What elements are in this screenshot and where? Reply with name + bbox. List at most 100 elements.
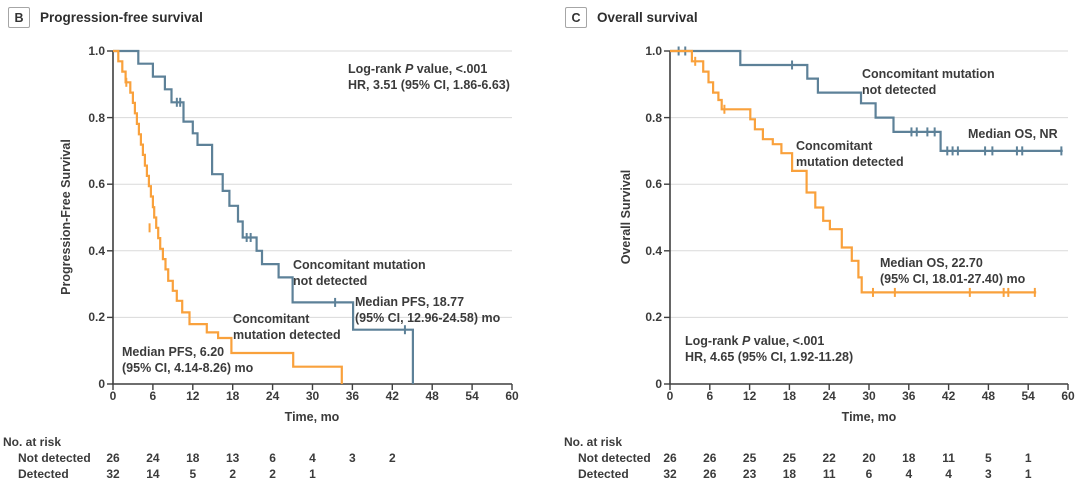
y-tick-label: 1.0 <box>645 44 662 58</box>
panel-letter-badge: C <box>565 7 587 28</box>
risk-count: 26 <box>703 451 717 465</box>
x-tick-label: 0 <box>109 389 117 403</box>
x-axis-label: Time, mo <box>841 410 897 424</box>
risk-count: 1 <box>309 467 316 481</box>
risk-count: 18 <box>186 451 200 465</box>
risk-count: 1 <box>1024 467 1032 481</box>
label-not-detected: Concomitant mutation not detected <box>293 258 426 288</box>
panel-progression-free-survival: B Progression-free survival 0 6 12 18 24 30 36… <box>3 7 519 481</box>
risk-count: 5 <box>985 451 992 465</box>
x-tick-label: 30 <box>305 389 320 403</box>
x-tick-label: 48 <box>425 389 439 403</box>
label-detected: Concomitant mutation detected <box>796 139 904 169</box>
survival-plot-svg <box>664 46 1069 390</box>
risk-count: 22 <box>822 451 836 465</box>
risk-count: 6 <box>269 451 276 465</box>
plot-area: 0 6 12 18 24 30 36 42 48 54 60 1.0 0.8 0.6 0.4 0.2 0 Conc… <box>540 0 1080 493</box>
y-tick-label: 0.6 <box>645 177 662 192</box>
x-tick-label: 6 <box>149 389 157 403</box>
x-tick-label: 24 <box>265 389 280 403</box>
risk-count: 26 <box>703 467 717 481</box>
risk-count: 11 <box>822 467 836 481</box>
risk-row-label-not-detected: Not detected <box>18 451 91 465</box>
x-tick-label: 6 <box>706 389 714 403</box>
stats-annotation: Log-rank P value, <.001 HR, 4.65 (95% CI,… <box>685 334 854 364</box>
risk-count: 1 <box>1024 451 1032 465</box>
x-tick-label: 42 <box>941 389 956 403</box>
x-tick-label: 54 <box>465 389 479 403</box>
risk-count: 18 <box>902 451 916 465</box>
survival-plot-svg <box>107 49 513 390</box>
label-detected: Concomitant mutation detected <box>233 312 341 342</box>
survival-curve-not-detected <box>113 49 414 384</box>
x-tick-label: 18 <box>226 389 240 403</box>
panel-title: Overall survival <box>597 10 698 25</box>
risk-count: 4 <box>905 467 913 481</box>
x-tick-label: 36 <box>902 389 916 403</box>
risk-count: 26 <box>663 451 677 465</box>
panel-title: Progression-free survival <box>40 10 203 25</box>
stats-annotation: Log-rank P value, <.001 HR, 3.51 (95% CI,… <box>348 62 510 92</box>
label-not-detected: Concomitant mutation not detected <box>862 67 995 97</box>
risk-count: 32 <box>106 467 120 481</box>
y-axis-label: Overall Survival <box>619 169 633 265</box>
y-tick-label: 0.4 <box>645 243 662 258</box>
risk-count: 25 <box>742 451 757 465</box>
risk-count: 11 <box>942 451 955 465</box>
risk-row-label-detected: Detected <box>18 467 69 481</box>
median-not-detected: Median OS, NR <box>968 127 1058 141</box>
risk-count: 4 <box>309 451 316 465</box>
x-tick-label: 12 <box>186 389 200 403</box>
x-tick-label: 30 <box>862 389 876 403</box>
risk-row-label-detected: Detected <box>578 467 629 481</box>
risk-count: 25 <box>782 451 797 465</box>
x-tick-label: 36 <box>345 389 360 403</box>
x-tick-label: 18 <box>782 389 797 403</box>
y-tick-label: 0 <box>98 377 105 391</box>
x-tick-label: 12 <box>742 389 757 403</box>
median-detected: Median PFS, 6.20 (95% CI, 4.14-8.26) mo <box>122 345 254 375</box>
x-tick-label: 48 <box>981 389 996 403</box>
risk-count: 23 <box>742 467 757 481</box>
panel-letter-badge: B <box>8 7 30 28</box>
survival-curve-detected <box>113 49 343 384</box>
y-axis-label: Progression-Free Survival <box>59 139 73 295</box>
y-tick-label: 0.4 <box>88 243 105 258</box>
risk-count: 20 <box>862 451 876 465</box>
y-tick-label: 0.2 <box>645 310 662 325</box>
y-tick-label: 0.8 <box>88 110 105 125</box>
risk-table-header: No. at risk <box>3 435 62 449</box>
risk-count: 6 <box>865 467 873 481</box>
y-tick-label: 0.6 <box>88 177 105 192</box>
survival-curve-detected <box>670 49 1037 294</box>
x-axis-label: Time, mo <box>284 410 340 424</box>
risk-count: 5 <box>189 467 197 481</box>
risk-count: 2 <box>229 467 237 481</box>
risk-count: 18 <box>782 467 797 481</box>
risk-count: 26 <box>106 451 120 465</box>
x-tick-label: 60 <box>505 389 519 403</box>
panel-header: B Progression-free survival <box>8 7 203 28</box>
x-tick-label: 60 <box>1061 389 1075 403</box>
panel-header: C Overall survival <box>565 7 698 28</box>
risk-count: 2 <box>269 467 276 481</box>
risk-count: 14 <box>146 467 160 481</box>
x-tick-label: 0 <box>666 389 674 403</box>
panel-overall-survival: C Overall survival 0 6 12 18 24 30 36 42 48 54 60 1… <box>540 0 1080 493</box>
median-detected: Median OS, 22.70 (95% CI, 18.01-27.40) mo <box>880 256 1026 286</box>
y-tick-label: 0.8 <box>645 110 662 125</box>
risk-row-label-not-detected: Not detected <box>578 451 651 465</box>
x-tick-label: 24 <box>822 389 836 403</box>
risk-count: 3 <box>985 467 992 481</box>
plot-area: 0 6 12 18 24 30 36 42 48 54 60 1.0 0.8 0.6 0.4 0.2 0 Log-… <box>88 44 519 481</box>
x-tick-label: 54 <box>1021 389 1035 403</box>
risk-count: 13 <box>226 451 240 465</box>
x-tick-label: 42 <box>385 389 399 403</box>
median-not-detected: Median PFS, 18.77 (95% CI, 12.96-24.58) m… <box>355 295 501 325</box>
risk-count: 4 <box>945 467 952 481</box>
y-tick-label: 0 <box>655 377 662 391</box>
risk-count: 24 <box>146 451 160 465</box>
risk-count: 2 <box>388 451 396 465</box>
y-tick-label: 1.0 <box>88 44 105 58</box>
